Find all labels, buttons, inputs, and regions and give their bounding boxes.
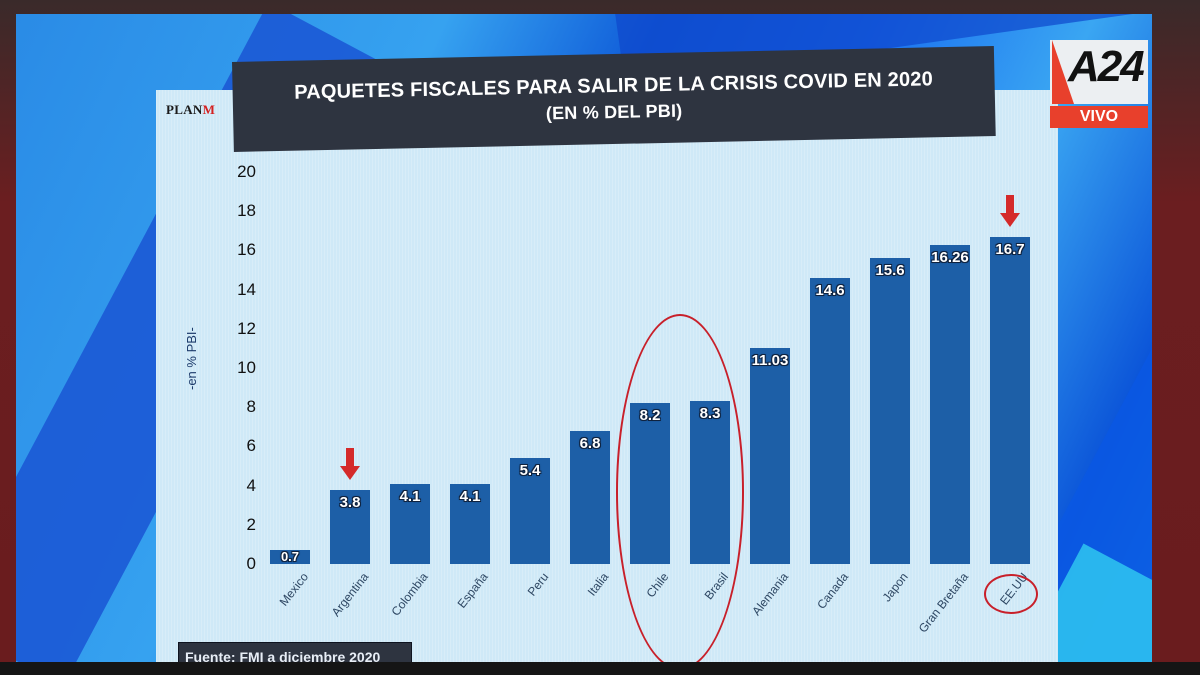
bar-value-label: 4.1 <box>399 487 421 505</box>
y-tick-label: 2 <box>246 514 256 534</box>
x-tick-label: Gran Bretaña <box>915 570 972 636</box>
x-tick-label: Peru <box>524 570 552 599</box>
logo-text: PLAN <box>166 102 203 117</box>
red-arrow-down-icon <box>1000 194 1020 229</box>
bar-colombia: 4.1 <box>390 483 430 564</box>
channel-logo-text: A24 <box>1068 42 1145 91</box>
bar-value-label: 3.8 <box>339 493 361 511</box>
y-tick-label: 6 <box>246 436 256 456</box>
x-tick-label: Mexico <box>276 570 312 609</box>
bar-canada: 14.6 <box>810 277 850 564</box>
bar-peru: 5.4 <box>510 458 550 564</box>
bar-value-label: 16.7 <box>995 240 1025 258</box>
bottom-bar <box>0 662 1200 675</box>
y-axis-label: -en % PBI- <box>184 327 199 390</box>
bar-value-label: 16.26 <box>931 249 969 267</box>
bar-mexico: 0.7 <box>270 549 310 564</box>
studio-screen: PLANM PAQUETES FISCALES PARA SALIR DE LA… <box>16 14 1152 666</box>
bar-gran-breta-a: 16.26 <box>930 245 970 564</box>
y-tick-label: 4 <box>246 475 256 495</box>
y-tick-label: 0 <box>246 554 256 573</box>
y-tick-label: 16 <box>237 240 256 260</box>
y-tick-label: 14 <box>237 279 256 299</box>
y-tick-label: 20 <box>237 162 256 181</box>
bar-value-label: 6.8 <box>579 434 601 452</box>
bar-value-label: 5.4 <box>519 462 541 480</box>
chart-slide: PLANM PAQUETES FISCALES PARA SALIR DE LA… <box>156 46 1058 666</box>
bar-value-label: 0.7 <box>280 549 300 564</box>
logo-accent: M <box>202 102 216 117</box>
planm-logo: PLANM <box>166 102 215 118</box>
chart-title-bar: PAQUETES FISCALES PARA SALIR DE LA CRISI… <box>232 46 996 152</box>
y-tick-label: 8 <box>246 397 256 417</box>
bar-value-label: 14.6 <box>815 281 845 299</box>
x-tick-label: Alemania <box>749 570 792 619</box>
x-tick-label: Canada <box>814 570 852 612</box>
bar-alemania: 11.03 <box>750 347 790 564</box>
bar-italia: 6.8 <box>570 430 610 564</box>
y-tick-label: 18 <box>237 201 256 221</box>
bar-value-label: 4.1 <box>459 487 481 505</box>
red-arrow-down-icon <box>340 447 360 482</box>
y-tick-label: 10 <box>237 358 256 377</box>
y-axis: 0 2 4 6 8 10 12 14 16 18 20 <box>216 162 256 573</box>
highlight-ellipse <box>616 314 744 666</box>
bar-value-label: 11.03 <box>751 351 789 369</box>
x-tick-label: Japon <box>879 570 912 605</box>
logo-slash-icon <box>1052 40 1074 104</box>
a24-logo: A24 <box>1050 40 1148 104</box>
highlight-circle <box>984 574 1038 614</box>
x-tick-label: Italia <box>584 570 612 599</box>
plot-area: 0.7 Mexico 3.8 Argentina 4.1 Colombia 4.1 Españ… <box>260 172 1040 666</box>
bar-value-label: 15.6 <box>875 262 905 280</box>
x-tick-label: Colombia <box>388 570 432 619</box>
bar-japon: 15.6 <box>870 258 910 564</box>
live-badge: VIVO <box>1050 106 1148 128</box>
y-tick-label: 12 <box>237 318 256 338</box>
x-tick-label: Argentina <box>328 570 372 620</box>
chart-subtitle: (EN % DEL PBI) <box>545 100 683 124</box>
x-tick-label: España <box>454 570 492 611</box>
bar-espa-a: 4.1 <box>450 483 490 564</box>
bar-ee-uu: 16.7 <box>990 236 1030 564</box>
channel-bug: A24 VIVO <box>1050 40 1148 128</box>
bar-argentina: 3.8 <box>330 489 370 564</box>
